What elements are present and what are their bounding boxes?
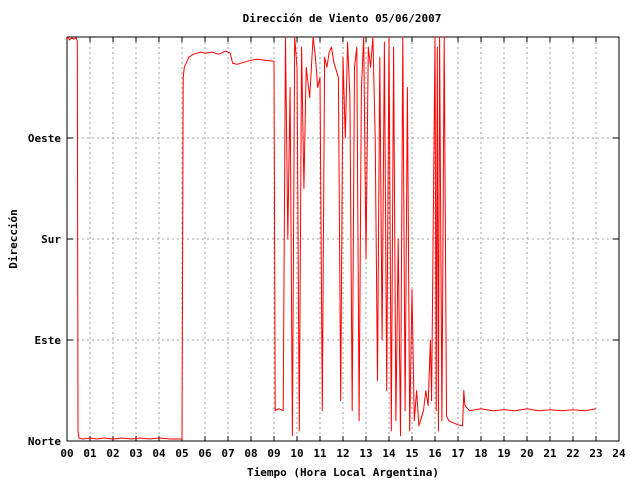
x-axis-label: Tiempo (Hora Local Argentina) [247, 466, 439, 479]
x-tick-label: 12 [336, 447, 349, 460]
grid [67, 37, 619, 441]
x-tick-label: 13 [359, 447, 372, 460]
x-tick-label: 14 [382, 447, 396, 460]
x-tick-label: 16 [428, 447, 442, 460]
x-tick-label: 06 [198, 447, 212, 460]
x-tick-label: 10 [290, 447, 303, 460]
x-tick-label: 01 [83, 447, 97, 460]
x-tick-label: 20 [520, 447, 533, 460]
x-tick-label: 02 [106, 447, 119, 460]
y-axis: Norte Este Sur Oeste [28, 132, 619, 448]
x-tick-label: 22 [566, 447, 579, 460]
x-tick-label: 15 [405, 447, 418, 460]
y-tick-label: Sur [41, 233, 61, 246]
x-tick-label: 03 [129, 447, 142, 460]
chart-title: Dirección de Viento 05/06/2007 [243, 12, 442, 25]
x-tick-label: 07 [221, 447, 234, 460]
x-tick-label: 00 [60, 447, 73, 460]
y-tick-label: Oeste [28, 132, 61, 145]
x-tick-label: 09 [267, 447, 280, 460]
y-tick-label: Norte [28, 435, 61, 448]
x-tick-label: 08 [244, 447, 257, 460]
y-axis-label: Dirección [7, 209, 20, 269]
y-tick-label: Este [35, 334, 62, 347]
x-tick-label: 17 [451, 447, 464, 460]
x-tick-label: 19 [497, 447, 510, 460]
x-axis: 00 01 02 03 04 05 06 07 08 09 10 11 12 13 14 15 16 17 18 19… [60, 37, 626, 460]
series-layer [66, 36, 597, 440]
series-line-0 [66, 36, 597, 440]
x-tick-label: 21 [543, 447, 557, 460]
x-tick-label: 05 [175, 447, 188, 460]
x-tick-label: 11 [313, 447, 327, 460]
x-tick-label: 18 [474, 447, 487, 460]
x-tick-label: 23 [589, 447, 602, 460]
x-tick-label: 24 [612, 447, 626, 460]
x-tick-label: 04 [152, 447, 166, 460]
